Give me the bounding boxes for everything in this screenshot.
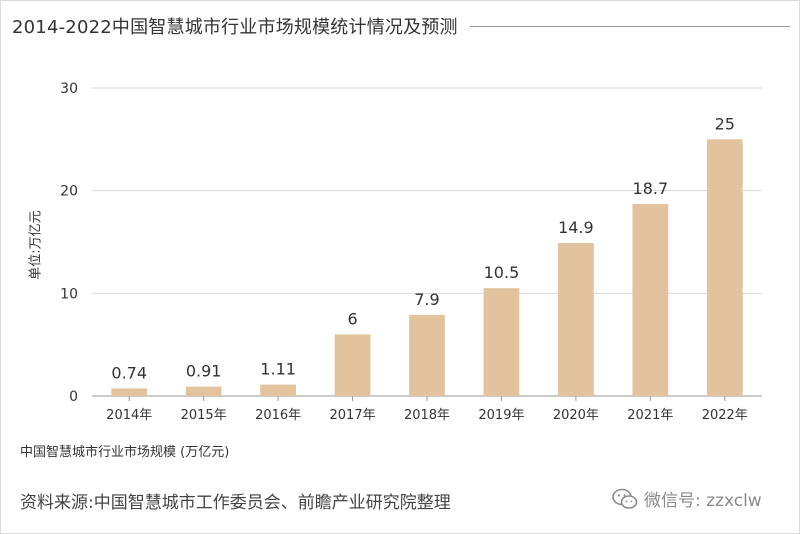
watermark: 微信号: zzxclw	[612, 486, 762, 511]
data-label: 25	[715, 114, 735, 133]
bar	[632, 204, 669, 396]
data-label: 18.7	[633, 179, 669, 198]
bar	[334, 334, 371, 396]
bar	[185, 386, 222, 396]
wechat-icon	[612, 488, 638, 509]
data-label: 0.91	[186, 362, 222, 381]
x-tick-label: 2015年	[181, 408, 227, 423]
bar	[111, 388, 148, 396]
data-label: 10.5	[484, 263, 520, 282]
x-tick-label: 2017年	[330, 408, 376, 423]
data-label: 7.9	[414, 290, 439, 309]
y-tick-label: 10	[60, 286, 78, 302]
bar	[260, 384, 296, 396]
title-divider	[469, 25, 790, 27]
x-tick-label: 2014年	[106, 408, 152, 423]
x-tick-label: 2020年	[553, 408, 599, 423]
bar	[706, 139, 743, 397]
x-tick-label: 2016年	[255, 408, 301, 423]
x-tick-label: 2021年	[627, 408, 673, 423]
y-tick-label: 0	[69, 389, 78, 405]
watermark-text: 微信号: zzxclw	[644, 491, 762, 511]
chart-title: 2014-2022中国智慧城市行业市场规模统计情况及预测	[12, 17, 458, 38]
data-label: 6	[347, 309, 357, 328]
source-note: 资料来源:中国智慧城市工作委员会、前瞻产业研究院整理	[20, 493, 451, 513]
data-label: 14.9	[558, 218, 594, 237]
x-tick-label: 2022年	[702, 408, 748, 423]
x-tick-label: 2018年	[404, 408, 450, 423]
bar	[409, 314, 445, 396]
chart-header: 2014-2022中国智慧城市行业市场规模统计情况及预测	[12, 12, 790, 40]
bar	[483, 288, 520, 396]
y-tick-label: 20	[60, 184, 78, 200]
y-tick-label: 30	[60, 81, 78, 97]
series-legend: 中国智慧城市行业市场规模 (万亿元)	[20, 445, 230, 460]
data-label: 0.74	[111, 363, 147, 382]
x-tick-label: 2019年	[478, 408, 524, 423]
data-label: 1.11	[260, 360, 296, 379]
bar	[558, 243, 594, 396]
